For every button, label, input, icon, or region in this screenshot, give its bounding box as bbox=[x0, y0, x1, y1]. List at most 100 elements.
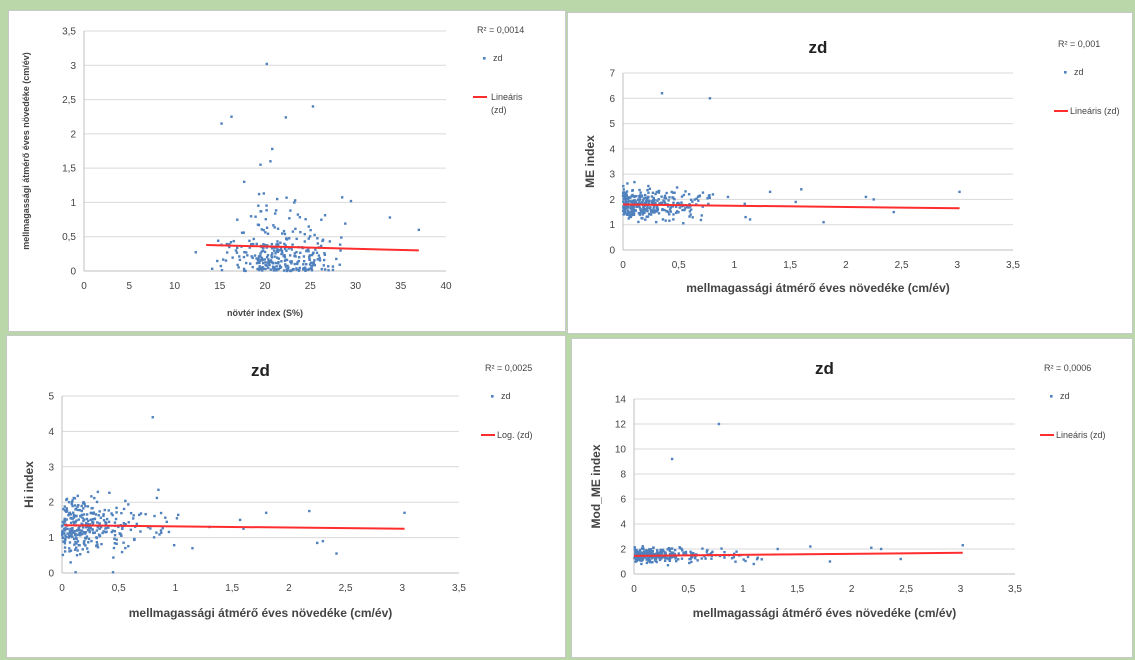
data-point bbox=[85, 513, 89, 516]
data-point bbox=[112, 556, 115, 559]
data-point bbox=[90, 512, 94, 515]
data-point bbox=[84, 536, 87, 540]
data-point bbox=[113, 521, 117, 524]
data-point bbox=[687, 193, 691, 196]
data-point bbox=[271, 265, 275, 268]
data-point bbox=[705, 550, 708, 553]
data-point bbox=[63, 542, 67, 545]
data-point bbox=[84, 531, 88, 534]
data-point bbox=[273, 246, 276, 249]
data-point bbox=[665, 557, 668, 560]
data-point bbox=[650, 195, 654, 198]
data-point bbox=[276, 247, 279, 251]
data-point bbox=[82, 513, 86, 516]
data-point bbox=[68, 547, 71, 550]
data-point bbox=[636, 551, 640, 554]
data-point bbox=[641, 557, 645, 560]
y-axis-label: Hi index bbox=[22, 461, 36, 508]
data-point bbox=[323, 268, 327, 271]
data-point bbox=[641, 211, 644, 214]
data-point bbox=[625, 192, 628, 195]
data-point bbox=[63, 509, 67, 512]
data-point bbox=[90, 507, 93, 510]
data-point bbox=[236, 263, 239, 267]
data-point bbox=[642, 197, 646, 200]
data-point bbox=[259, 163, 262, 166]
data-point bbox=[701, 191, 705, 194]
data-point bbox=[631, 201, 635, 205]
data-point bbox=[79, 553, 82, 556]
data-point bbox=[73, 533, 77, 537]
data-point bbox=[655, 552, 659, 555]
data-point bbox=[288, 254, 292, 257]
x-tick-label: 2,5 bbox=[895, 260, 909, 271]
data-point bbox=[743, 202, 746, 205]
data-point bbox=[309, 228, 312, 232]
data-point bbox=[633, 195, 636, 198]
data-point bbox=[650, 553, 653, 556]
data-point bbox=[658, 556, 661, 559]
data-point bbox=[77, 503, 80, 507]
data-point bbox=[72, 511, 75, 514]
data-point bbox=[266, 244, 269, 247]
data-point bbox=[681, 208, 684, 212]
data-point bbox=[637, 551, 641, 555]
data-point bbox=[278, 266, 282, 270]
data-point bbox=[267, 260, 271, 263]
data-point bbox=[677, 552, 680, 555]
data-point bbox=[639, 207, 642, 211]
data-point bbox=[631, 189, 634, 192]
data-point bbox=[664, 219, 667, 222]
data-point bbox=[70, 502, 73, 506]
data-point bbox=[64, 538, 67, 542]
data-point bbox=[66, 527, 69, 531]
data-point bbox=[265, 255, 269, 259]
data-point bbox=[872, 198, 875, 201]
data-point bbox=[129, 511, 133, 515]
data-point bbox=[656, 205, 659, 209]
y-tick-label: 7 bbox=[609, 69, 615, 80]
x-tick-label: 2 bbox=[843, 260, 849, 271]
data-point bbox=[69, 527, 72, 531]
data-point bbox=[403, 511, 406, 515]
data-point bbox=[235, 251, 239, 254]
data-point bbox=[677, 202, 681, 206]
data-point bbox=[76, 549, 79, 552]
data-point bbox=[316, 541, 319, 545]
data-point bbox=[88, 523, 92, 526]
data-point bbox=[80, 513, 84, 517]
data-point bbox=[732, 555, 736, 559]
data-point bbox=[723, 556, 726, 559]
data-point bbox=[335, 257, 338, 261]
data-point bbox=[120, 511, 123, 515]
data-point bbox=[310, 253, 314, 257]
chart-2-svg: 0 1 2 3 4 5 6 7 0 0,5 1 1,5 2 2,5 3 3,5 zd mellmagassági … bbox=[583, 38, 1120, 295]
data-point bbox=[417, 228, 421, 232]
data-point bbox=[225, 251, 229, 254]
y-tick-label: 2,5 bbox=[62, 95, 76, 106]
data-point bbox=[76, 505, 79, 508]
data-point bbox=[164, 516, 167, 519]
data-point bbox=[723, 550, 726, 554]
data-point bbox=[331, 268, 335, 272]
data-point bbox=[255, 261, 259, 265]
data-point bbox=[684, 207, 687, 210]
y-tick-label: 2 bbox=[48, 498, 54, 509]
data-point bbox=[65, 518, 68, 521]
data-point bbox=[65, 507, 68, 510]
data-point bbox=[108, 491, 111, 494]
data-point bbox=[262, 192, 265, 195]
data-point bbox=[93, 496, 96, 500]
data-point bbox=[328, 240, 332, 243]
data-point bbox=[672, 201, 675, 204]
data-point bbox=[242, 180, 246, 184]
data-point bbox=[234, 249, 238, 252]
data-point bbox=[72, 514, 76, 517]
data-point bbox=[299, 230, 302, 234]
data-point bbox=[668, 196, 671, 199]
data-point bbox=[84, 526, 88, 529]
data-point bbox=[704, 557, 707, 560]
y-tick-label: 4 bbox=[620, 520, 626, 531]
data-point bbox=[809, 545, 812, 548]
data-point bbox=[242, 267, 246, 271]
